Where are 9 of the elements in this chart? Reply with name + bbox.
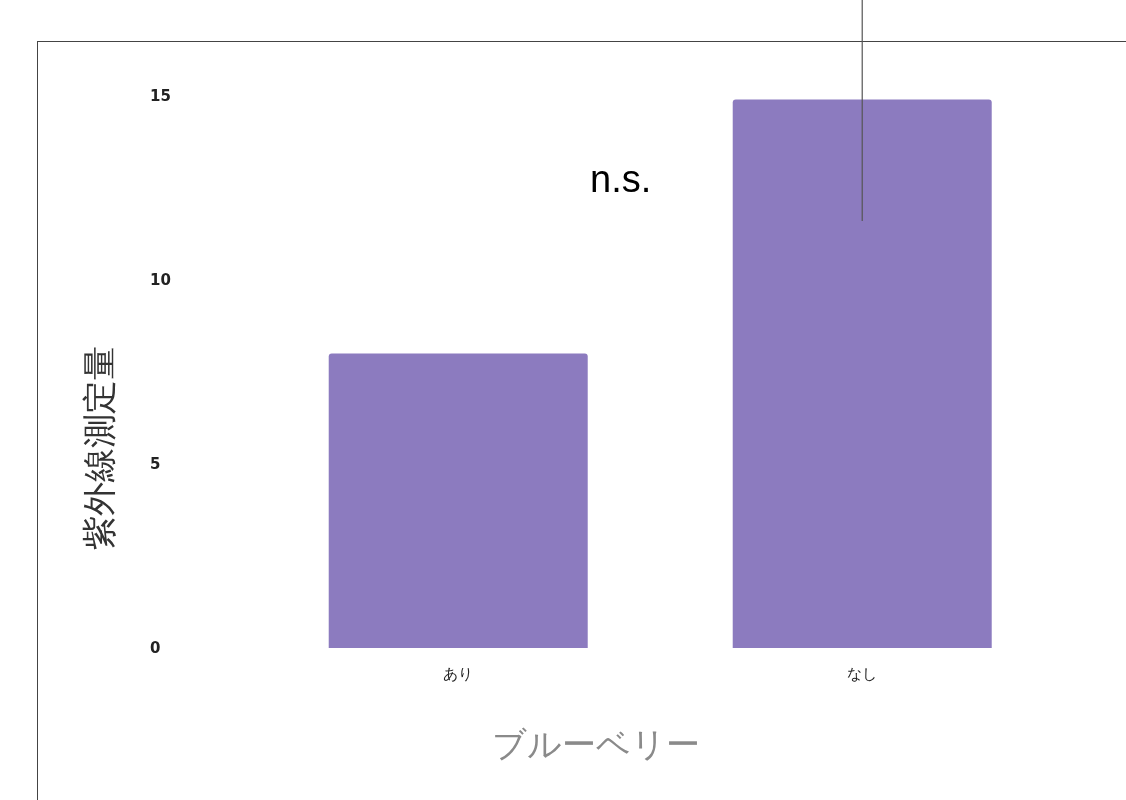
x-axis-title: ブルーベリー	[492, 723, 700, 766]
annotation: n.s.	[590, 158, 652, 201]
y-axis-title: 紫外線測定量	[78, 346, 120, 550]
x-tick-label: あり	[443, 664, 473, 683]
y-tick-label: 0	[150, 639, 161, 657]
x-tick-label: なし	[847, 664, 877, 683]
y-tick-label: 5	[150, 454, 161, 473]
y-tick-label: 10	[150, 270, 171, 289]
y-tick-label: 15	[150, 86, 171, 105]
